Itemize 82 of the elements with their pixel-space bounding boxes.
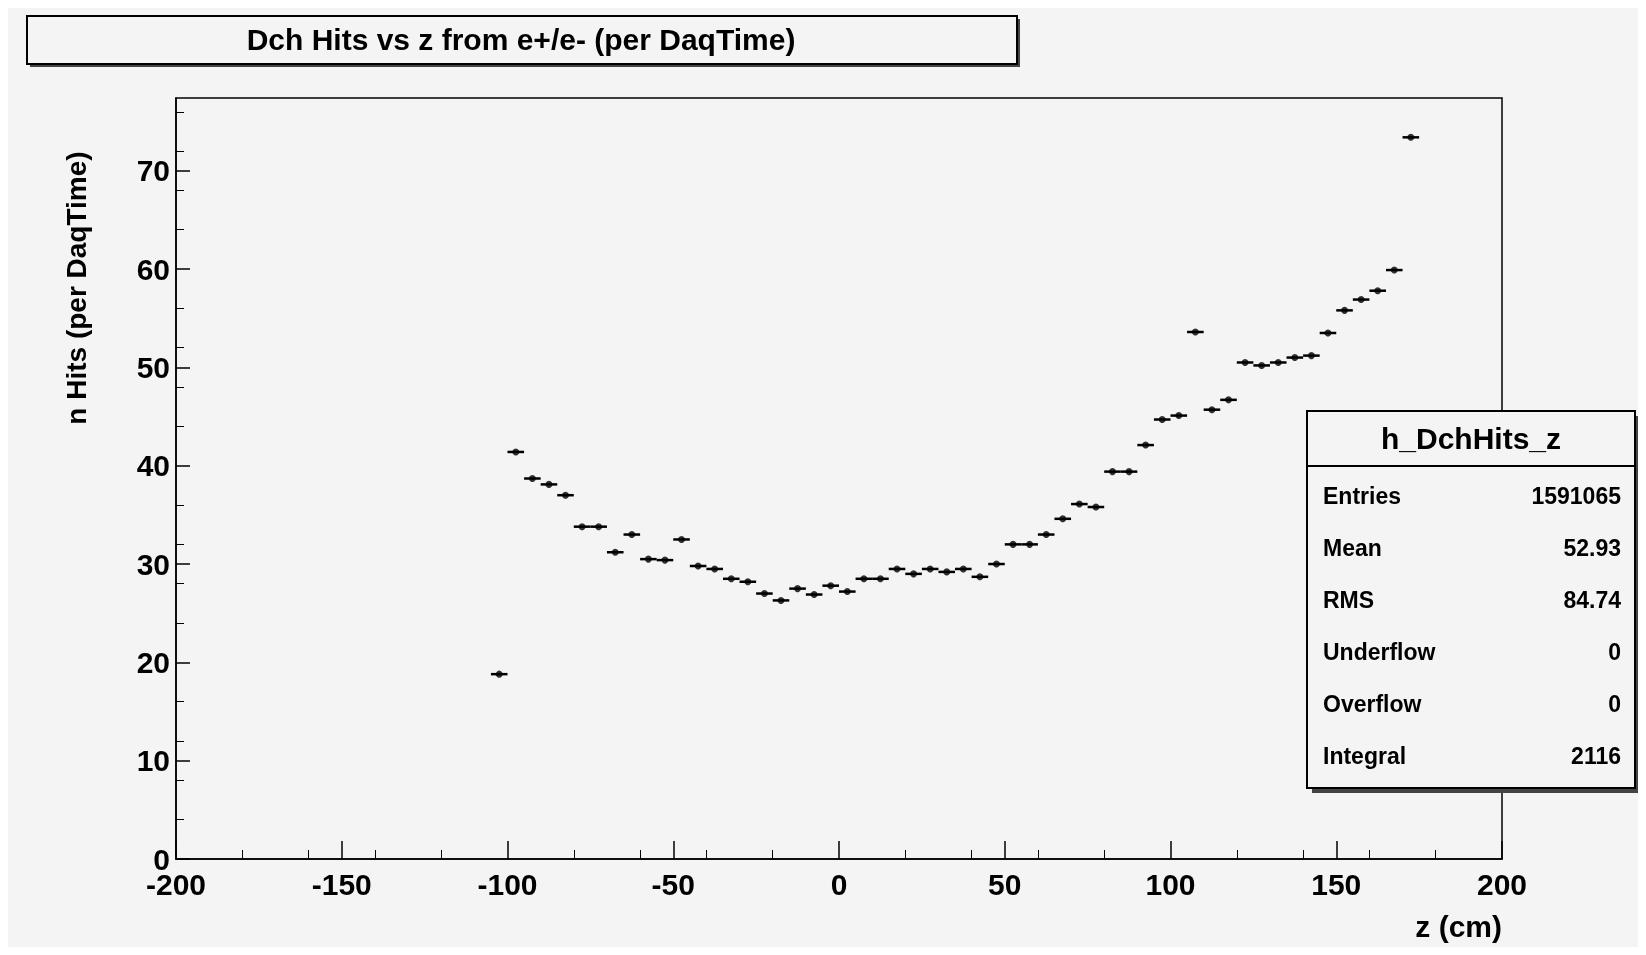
point	[1191, 328, 1199, 336]
annotation: RMS	[1323, 587, 1375, 613]
point	[876, 575, 884, 583]
point	[512, 448, 520, 456]
point	[1108, 468, 1116, 476]
point	[860, 575, 868, 583]
point	[1026, 540, 1034, 548]
point	[1059, 515, 1067, 523]
point	[1225, 396, 1233, 404]
point	[843, 588, 851, 596]
point	[1175, 412, 1183, 420]
point	[1009, 540, 1017, 548]
x-tick-label: -150	[311, 867, 372, 901]
y-tick-label: 20	[136, 645, 170, 679]
point	[1258, 361, 1266, 369]
point	[711, 565, 719, 573]
text: 84.74	[1563, 587, 1622, 613]
annotation: h_DchHits_z	[1380, 422, 1562, 455]
x-tick-label: 50	[988, 867, 1022, 901]
text: 2116	[1571, 743, 1621, 769]
point	[943, 568, 951, 576]
y-tick-label: 40	[136, 449, 170, 483]
y-tick-label: 30	[136, 547, 170, 581]
point	[1274, 358, 1282, 366]
point	[744, 578, 752, 586]
point	[545, 480, 553, 488]
point	[578, 523, 586, 531]
text: 1591065	[1531, 483, 1622, 509]
point	[1374, 287, 1382, 295]
x-tick-label: -100	[477, 867, 538, 901]
y-tick-label: 70	[136, 154, 170, 188]
point	[1075, 500, 1083, 508]
point	[1407, 133, 1415, 141]
y-tick-label: 60	[136, 252, 170, 286]
point	[777, 596, 785, 604]
point	[528, 475, 536, 482]
point	[1307, 352, 1315, 360]
point	[562, 491, 570, 499]
point	[628, 531, 636, 539]
y-tick-label: 50	[136, 350, 170, 384]
x-tick-label: -50	[651, 867, 695, 901]
text: 0	[1608, 639, 1621, 665]
point	[1390, 266, 1398, 274]
point	[1125, 468, 1133, 476]
y-tick-label: 10	[136, 744, 170, 778]
point	[910, 570, 918, 578]
x-tick-label: 0	[830, 867, 848, 901]
x-tick-label: 200	[1476, 867, 1528, 901]
y-axis-title: n Hits (per DaqTime)	[60, 151, 92, 425]
point	[1042, 531, 1050, 539]
x-axis-title: z (cm)	[1415, 909, 1502, 943]
text: 52.93	[1563, 535, 1621, 561]
annotation: Entries	[1323, 483, 1401, 509]
point	[611, 548, 619, 556]
annotation: Underflow	[1323, 639, 1436, 665]
point	[1241, 358, 1249, 366]
point	[1208, 406, 1216, 414]
annotation: Mean	[1323, 535, 1382, 561]
point	[1357, 296, 1365, 304]
text: 0	[1608, 691, 1621, 717]
point	[794, 585, 802, 593]
point	[959, 565, 967, 573]
point	[992, 560, 1000, 568]
x-tick-label: 100	[1145, 867, 1196, 901]
point	[727, 575, 735, 583]
point	[595, 523, 603, 531]
point	[1158, 416, 1166, 424]
point	[760, 590, 768, 598]
point	[1142, 441, 1150, 449]
point	[644, 555, 652, 563]
point	[976, 573, 984, 581]
point	[1291, 354, 1299, 362]
point	[810, 591, 818, 599]
annotation: Overflow	[1323, 691, 1422, 717]
point	[827, 582, 835, 590]
point	[495, 670, 503, 678]
x-tick-label: 150	[1311, 867, 1362, 901]
point	[678, 535, 686, 543]
point	[926, 565, 934, 573]
point	[1341, 306, 1349, 314]
annotation: Integral	[1323, 743, 1407, 769]
chart-title: Dch Hits vs z from e+/e- (per DaqTime)	[246, 22, 796, 56]
